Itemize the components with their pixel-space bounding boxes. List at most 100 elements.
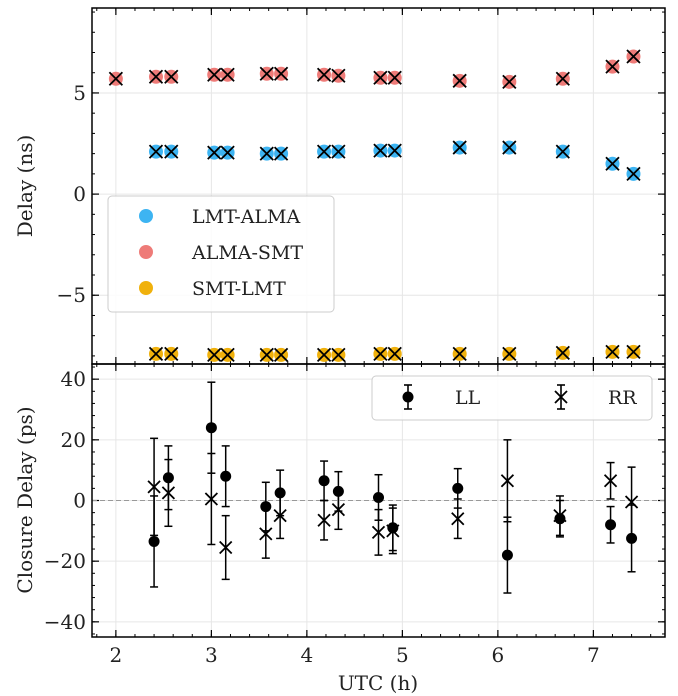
point-rr <box>451 512 465 526</box>
point-marker-lmt-alma <box>316 144 332 159</box>
legend-marker-lmt-alma <box>139 209 153 223</box>
point-ll <box>605 519 617 531</box>
point-marker-smt-lmt <box>207 347 222 363</box>
point-marker-lmt-alma <box>220 145 235 160</box>
point-marker-lmt-alma <box>148 144 164 159</box>
point-marker-alma-smt <box>387 70 402 85</box>
point-rr <box>204 492 219 506</box>
closure-frame <box>91 363 666 638</box>
point-marker-smt-lmt <box>259 347 274 363</box>
utc-axis-label: UTC (h) <box>338 671 418 695</box>
delay-legend-box <box>107 195 335 313</box>
delay-legend: LMT-ALMA ALMA-SMT SMT-LMT <box>107 195 335 313</box>
point-rr <box>331 502 346 517</box>
point-marker-lmt-alma <box>373 143 388 158</box>
point-rr <box>371 525 386 539</box>
point-marker-lmt-alma <box>626 166 641 182</box>
legend-label-rr: RR <box>608 387 637 409</box>
point-marker-alma-smt <box>273 66 289 81</box>
point-marker-alma-smt <box>316 67 332 82</box>
legend-label-lmt-alma: LMT-ALMA <box>192 206 301 228</box>
tick-label-x: 2 <box>110 643 123 667</box>
point-marker-smt-lmt <box>148 346 164 362</box>
point-marker-lmt-alma <box>387 143 402 158</box>
point-marker-lmt-alma <box>273 146 289 161</box>
legend-label-alma-smt: ALMA-SMT <box>191 242 303 264</box>
point-marker-smt-lmt <box>626 344 641 360</box>
point-marker-smt-lmt <box>164 346 179 362</box>
point-ll <box>205 422 217 434</box>
point-rr <box>386 524 400 538</box>
tick-label-x: 3 <box>205 643 218 667</box>
point-rr <box>259 527 273 541</box>
closure-tick-label-y: 20 <box>61 428 86 452</box>
closure-tick-label-y: −40 <box>44 610 86 634</box>
point-marker-smt-lmt <box>452 346 467 362</box>
point-marker-lmt-alma <box>164 144 179 159</box>
delay-tick-label-y: 0 <box>73 182 86 206</box>
point-marker-smt-lmt <box>555 345 570 361</box>
point-marker-alma-smt <box>331 68 346 83</box>
point-marker-lmt-alma <box>502 140 517 155</box>
point-marker-alma-smt <box>373 70 388 85</box>
closure-legend-box <box>371 375 653 421</box>
point-rr <box>219 540 233 555</box>
point-marker-alma-smt <box>207 67 222 82</box>
legend-label-smt-lmt: SMT-LMT <box>192 278 286 300</box>
closure-delay-axis-label: Closure Delay (ps) <box>13 406 37 593</box>
point-rr <box>500 474 515 488</box>
delay-axis-label: Delay (ns) <box>13 135 37 238</box>
legend-marker-alma-smt <box>139 245 153 259</box>
point-rr <box>161 486 176 500</box>
point-ll <box>318 475 330 487</box>
point-marker-alma-smt <box>259 66 274 81</box>
tick-label-x: 5 <box>396 643 409 667</box>
point-marker-smt-lmt <box>387 346 402 362</box>
point-ll <box>220 470 232 482</box>
closure-tick-label-y: 40 <box>61 367 86 391</box>
point-rr <box>553 509 567 523</box>
closure-tick-label-y: −20 <box>44 549 86 573</box>
point-marker-alma-smt <box>148 69 164 84</box>
point-marker-smt-lmt <box>605 344 620 360</box>
point-marker-smt-lmt <box>331 347 346 363</box>
point-rr <box>147 480 161 494</box>
point-marker-alma-smt <box>626 49 641 64</box>
point-marker-smt-lmt <box>220 347 235 363</box>
point-marker-smt-lmt <box>316 347 332 363</box>
point-marker-lmt-alma <box>331 144 346 159</box>
point-rr <box>317 513 331 527</box>
legend-marker-smt-lmt <box>139 281 153 295</box>
point-marker-alma-smt <box>502 74 517 89</box>
point-marker-smt-lmt <box>373 346 388 362</box>
legend-label-ll: LL <box>455 387 481 409</box>
point-marker-lmt-alma <box>605 156 620 171</box>
closure-legend: LL RR <box>371 375 653 421</box>
point-marker-alma-smt <box>108 71 124 86</box>
delay-panel: 5 0 −5 <box>57 7 666 365</box>
point-marker-alma-smt <box>220 67 235 82</box>
delay-tick-label-y: 5 <box>73 81 86 105</box>
point-ll <box>626 532 638 544</box>
point-ll <box>501 549 513 561</box>
point-rr <box>603 474 618 488</box>
point-rr <box>273 509 287 523</box>
point-marker-smt-lmt <box>502 346 517 362</box>
point-ll <box>452 482 464 494</box>
point-marker-alma-smt <box>164 69 179 84</box>
point-ll <box>148 535 160 547</box>
legend-ll-marker <box>402 391 414 403</box>
point-marker-lmt-alma <box>555 144 570 159</box>
point-rr <box>624 495 639 509</box>
point-marker-smt-lmt <box>273 347 289 363</box>
point-marker-lmt-alma <box>452 140 467 155</box>
tick-label-x: 6 <box>492 643 505 667</box>
legend-rr-marker <box>554 390 568 404</box>
point-marker-lmt-alma <box>207 145 222 160</box>
point-marker-alma-smt <box>605 59 620 74</box>
tick-label-x: 7 <box>587 643 600 667</box>
point-marker-lmt-alma <box>259 146 274 161</box>
closure-tick-label-y: 0 <box>73 489 86 513</box>
point-marker-alma-smt <box>555 71 570 86</box>
